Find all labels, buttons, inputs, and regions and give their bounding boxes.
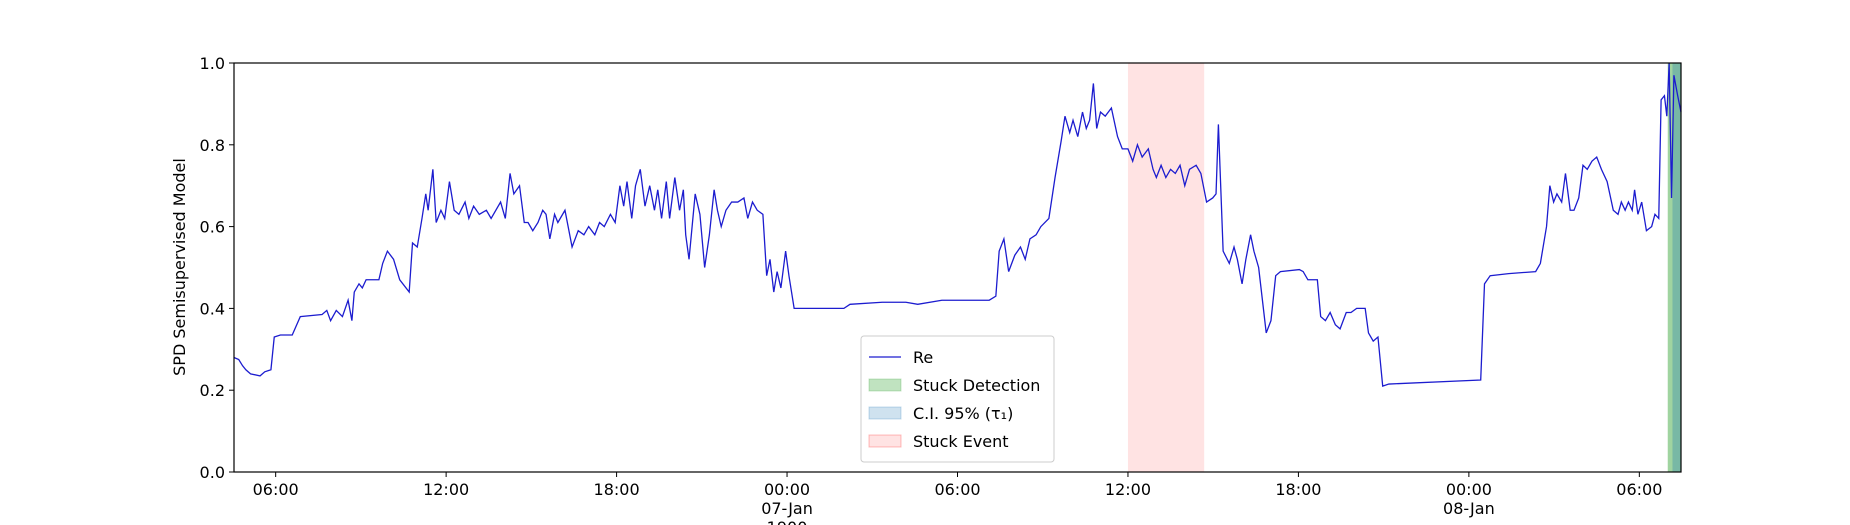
legend-label: Stuck Event bbox=[913, 432, 1009, 451]
legend-label: Stuck Detection bbox=[913, 376, 1040, 395]
x-tick-label-line: 18:00 bbox=[1275, 480, 1321, 499]
x-tick-label-line: 08-Jan bbox=[1443, 499, 1495, 518]
x-tick-label: 06:00 bbox=[253, 480, 299, 499]
y-tick-label: 0.8 bbox=[200, 136, 225, 155]
x-tick-label: 18:00 bbox=[594, 480, 640, 499]
y-tick-label: 0.2 bbox=[200, 381, 225, 400]
data-line bbox=[233, 62, 1682, 387]
span-region bbox=[1127, 63, 1205, 472]
span-region bbox=[1672, 63, 1681, 472]
legend-patch bbox=[868, 434, 902, 448]
x-tick-label: 06:00 bbox=[934, 480, 980, 499]
x-tick-label-line: 07-Jan bbox=[761, 499, 813, 518]
legend-label: C.I. 95% (τ₁) bbox=[913, 404, 1013, 423]
x-tick-label-line: 12:00 bbox=[1105, 480, 1151, 499]
x-tick-label-line: 12:00 bbox=[423, 480, 469, 499]
y-tick-label: 0.4 bbox=[200, 299, 225, 318]
x-tick-label: 12:00 bbox=[423, 480, 469, 499]
x-tick-label: 00:00 08-Jan bbox=[1443, 480, 1495, 518]
legend-box bbox=[860, 335, 1055, 463]
legend-label: Re bbox=[913, 348, 933, 367]
y-tick-label: 0.0 bbox=[200, 463, 225, 482]
x-tick-label-line: 00:00 bbox=[1446, 480, 1492, 499]
x-tick-label: 18:00 bbox=[1275, 480, 1321, 499]
x-tick-label-line: 06:00 bbox=[253, 480, 299, 499]
y-axis-label: SPD Semisupervised Model bbox=[170, 158, 189, 376]
y-tick-label: 0.6 bbox=[200, 218, 225, 237]
x-tick-label: 06:00 bbox=[1616, 480, 1662, 499]
x-tick-label-line: 1900 bbox=[767, 518, 808, 525]
legend: Re Stuck Detection C.I. 95% (τ₁) Stuck Even… bbox=[860, 335, 1055, 463]
x-tick-label-line: 06:00 bbox=[1616, 480, 1662, 499]
y-tick-label: 1.0 bbox=[200, 54, 225, 73]
x-tick-label-line: 00:00 bbox=[764, 480, 810, 499]
x-tick-label-line: 06:00 bbox=[934, 480, 980, 499]
legend-patch bbox=[868, 378, 902, 392]
x-tick-label-line: 18:00 bbox=[594, 480, 640, 499]
legend-patch bbox=[868, 406, 902, 420]
x-tick-label: 12:00 bbox=[1105, 480, 1151, 499]
